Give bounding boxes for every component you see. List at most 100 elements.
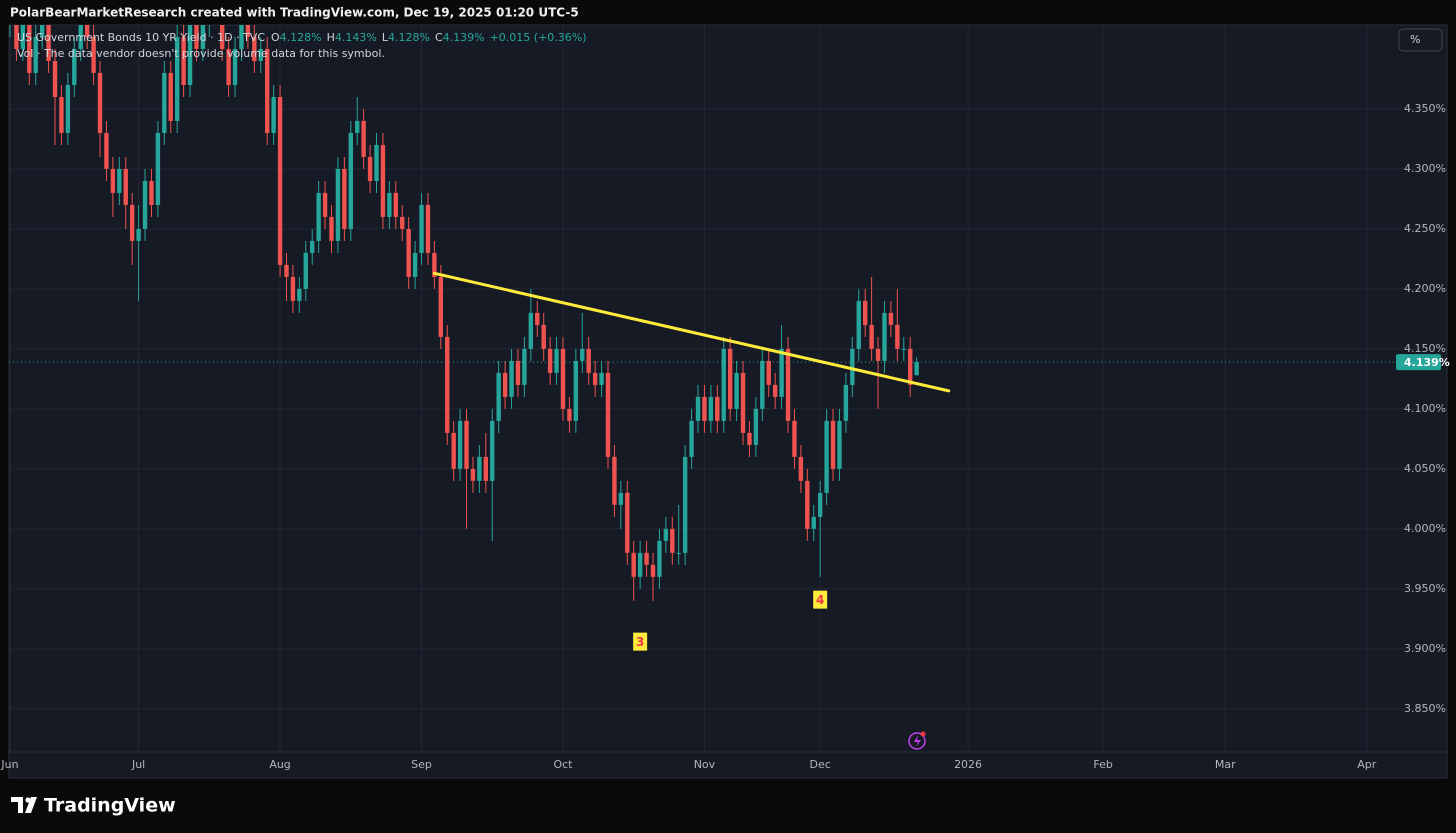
- x-tick-label: Nov: [694, 758, 716, 771]
- x-tick-label: Jul: [131, 758, 145, 771]
- x-tick-label: Mar: [1215, 758, 1236, 771]
- candle-body: [46, 25, 51, 61]
- candle-body: [567, 408, 572, 421]
- y-tick-label: 4.100%: [1404, 402, 1446, 415]
- annotation-box: [813, 590, 828, 609]
- candle-body: [348, 132, 353, 229]
- candle-body: [515, 360, 521, 385]
- candle-body: [760, 360, 765, 409]
- candle-body: [78, 25, 83, 49]
- candle-body: [824, 420, 829, 493]
- candle-body: [374, 144, 379, 181]
- footer-logo-mark: [11, 797, 37, 813]
- candle-body: [457, 420, 463, 469]
- candle-body: [805, 480, 810, 529]
- candle-body: [104, 132, 109, 169]
- candle-body: [59, 96, 64, 133]
- scale-button[interactable]: [1398, 28, 1443, 52]
- candle-body: [110, 168, 116, 193]
- candle-body: [560, 348, 566, 409]
- candle-body: [412, 252, 418, 277]
- candle-body: [316, 192, 321, 241]
- candle-body: [650, 564, 656, 577]
- candle-body: [322, 192, 328, 217]
- candle-body: [740, 372, 746, 433]
- footer: [0, 779, 1456, 833]
- legend-key: C: [435, 31, 443, 44]
- candle-body: [882, 312, 887, 361]
- candle-body: [393, 192, 398, 217]
- candle-body: [727, 348, 733, 409]
- candle-body: [637, 552, 643, 577]
- candle-body: [586, 348, 591, 373]
- y-tick-label: 3.950%: [1404, 582, 1446, 595]
- y-tick-label: 4.050%: [1404, 462, 1446, 475]
- candle-body: [400, 216, 405, 229]
- candle-body: [136, 228, 141, 241]
- candle-body: [329, 216, 334, 241]
- candle-body: [599, 372, 604, 385]
- y-tick-label: 4.300%: [1404, 162, 1446, 175]
- candle-body: [490, 420, 495, 481]
- candle-body: [580, 348, 585, 361]
- alert-dot: [920, 731, 926, 737]
- x-tick-label: Jun: [0, 758, 18, 771]
- candle-body: [232, 48, 238, 85]
- candle-body: [843, 384, 849, 421]
- x-tick-label: Sep: [411, 758, 432, 771]
- candle-body: [84, 25, 90, 37]
- candle-body: [194, 25, 199, 49]
- plot: 34: [9, 25, 1395, 651]
- y-tick-label: 4.200%: [1404, 282, 1446, 295]
- annotation-label: 4: [816, 593, 824, 607]
- candle-body: [708, 396, 714, 421]
- candle-body: [862, 300, 868, 325]
- legend-value: 4.143%: [335, 31, 377, 44]
- scale-button-label[interactable]: %: [1410, 33, 1420, 46]
- header: PolarBearMarketResearch created with Tra…: [10, 6, 579, 20]
- candle-body: [663, 528, 669, 541]
- candle-body: [14, 25, 19, 49]
- legend-value: 4.128%: [280, 31, 322, 44]
- candle-body: [682, 456, 688, 553]
- candle-body: [252, 36, 257, 61]
- candle-body: [72, 48, 77, 85]
- candle-body: [502, 372, 508, 397]
- candle-body: [702, 396, 707, 421]
- candle-body: [277, 96, 283, 265]
- x-tick-label: Feb: [1093, 758, 1112, 771]
- candle-body: [219, 25, 225, 49]
- candle-body: [367, 156, 373, 181]
- alert-icon[interactable]: [908, 732, 926, 750]
- x-tick-label: Apr: [1357, 758, 1377, 771]
- candle-body: [592, 372, 598, 385]
- candle-body: [155, 132, 161, 205]
- candle-body: [785, 348, 791, 421]
- candle-body: [187, 25, 193, 85]
- candle-body: [772, 384, 778, 397]
- candle-body: [226, 48, 231, 85]
- candle-body: [419, 204, 424, 253]
- candle-body: [477, 456, 482, 481]
- candle-body: [908, 348, 913, 385]
- candle-body: [91, 36, 96, 73]
- candle-body: [271, 96, 276, 133]
- candle-body: [895, 324, 900, 349]
- x-tick-label: Aug: [269, 758, 290, 771]
- candle-body: [753, 408, 759, 445]
- candle-body: [181, 36, 186, 85]
- candle-body: [612, 456, 617, 505]
- candle-body: [625, 492, 630, 553]
- candle-body: [850, 348, 855, 385]
- alert-icon-bolt: [914, 735, 921, 747]
- candle-body: [355, 120, 360, 133]
- candle-body: [483, 456, 489, 481]
- candle-body: [676, 552, 681, 554]
- y-tick-label: 3.900%: [1404, 642, 1446, 655]
- candle-body: [310, 240, 315, 253]
- candle-body: [901, 348, 906, 350]
- last-price-label: 4.139%: [1404, 356, 1450, 369]
- candle-body: [361, 120, 366, 157]
- candle-body: [290, 276, 296, 301]
